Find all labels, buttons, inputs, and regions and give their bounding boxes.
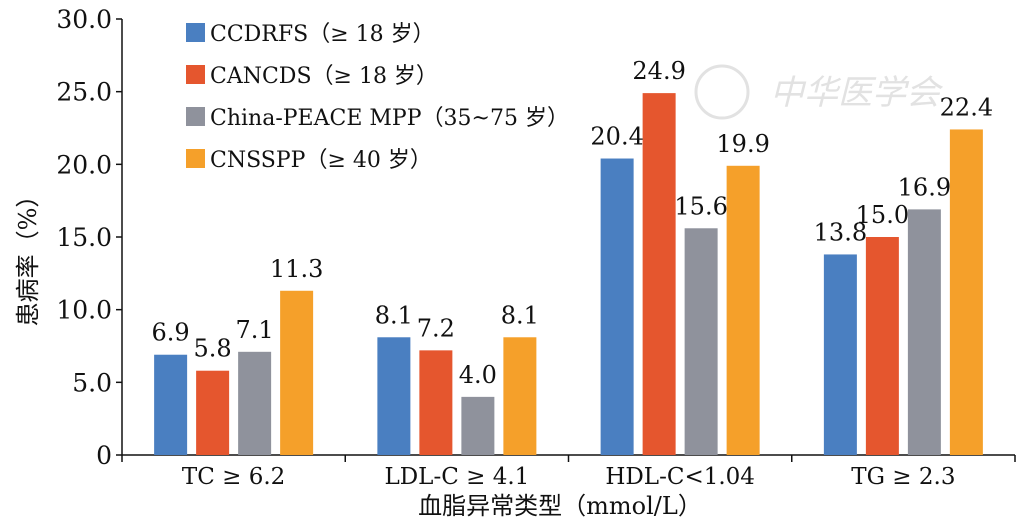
y-axis-title: 患病率（%） — [14, 184, 42, 327]
y-tick-label: 0 — [96, 441, 112, 470]
legend-swatch — [186, 107, 205, 126]
bar — [377, 337, 411, 455]
y-tick-label: 5.0 — [72, 368, 112, 397]
bar — [238, 351, 272, 455]
legend-label: CNSSPP（≥ 40 岁） — [210, 148, 432, 173]
data-label: 13.8 — [814, 218, 867, 246]
data-label: 7.1 — [236, 316, 274, 344]
bar — [419, 350, 453, 455]
y-tick-label: 15.0 — [56, 223, 112, 252]
data-labels: 6.95.87.111.38.1 7.24.08.120.424.915.619.… — [152, 57, 994, 389]
data-label: 15.0 — [856, 201, 909, 229]
data-label: 16.9 — [898, 173, 951, 201]
y-tick-label: 30.0 — [56, 5, 112, 34]
watermark-seal — [694, 64, 750, 120]
data-label: 24.9 — [632, 57, 685, 85]
x-axis-title: 血脂异常类型（mmol/L） — [418, 492, 702, 520]
bar — [907, 209, 941, 455]
data-label: 20.4 — [590, 123, 643, 151]
bar — [503, 337, 537, 455]
x-tick-label: LDL-C ≥ 4.1 — [384, 464, 529, 490]
x-tick-label: TG ≥ 2.3 — [851, 464, 955, 490]
axes: 0 5.0 10.0 15.0 20.0 25.0 30.0 TC ≥ 6.2 LDL-C ≥ … — [56, 5, 1016, 490]
y-tick-label: 10.0 — [56, 296, 112, 325]
bar — [461, 396, 495, 455]
legend-swatch — [186, 65, 205, 84]
x-tick-label: HDL-C<1.04 — [605, 464, 755, 490]
legend-label: CANCDS（≥ 18 岁） — [210, 64, 438, 89]
bar — [154, 354, 188, 455]
data-label: 7.2 — [417, 314, 455, 342]
bar — [600, 158, 634, 455]
y-tick-label: 20.0 — [56, 150, 112, 179]
data-label: 22.4 — [940, 93, 993, 121]
legend-label: CCDRFS（≥ 18 岁） — [210, 22, 435, 47]
watermark-text: 中华医学会 — [770, 73, 944, 113]
bar — [684, 228, 718, 455]
data-label: 8.1 — [501, 301, 539, 329]
data-label: 11.3 — [270, 255, 323, 283]
data-label: 8.1 — [375, 301, 413, 329]
bar — [865, 237, 899, 455]
watermark: 中华医学会 — [694, 64, 944, 120]
bar — [823, 254, 857, 455]
data-label: 4.0 — [459, 361, 497, 389]
bar — [196, 370, 230, 455]
bars — [154, 93, 983, 456]
bar — [280, 290, 314, 455]
data-label: 6.9 — [152, 319, 190, 347]
legend-label: China-PEACE MPP（35~75 岁） — [210, 106, 569, 131]
legend: CCDRFS（≥ 18 岁） CANCDS（≥ 18 岁） China-PEACE … — [186, 22, 569, 173]
y-tick-label: 25.0 — [56, 78, 112, 107]
x-tick-label: TC ≥ 6.2 — [182, 464, 285, 490]
data-label: 15.6 — [674, 192, 727, 220]
data-label: 5.8 — [194, 335, 232, 363]
bar — [726, 165, 760, 455]
legend-swatch — [186, 149, 205, 168]
bar — [642, 93, 676, 456]
legend-swatch — [186, 23, 205, 42]
data-label: 19.9 — [716, 130, 769, 158]
bar — [949, 129, 983, 455]
